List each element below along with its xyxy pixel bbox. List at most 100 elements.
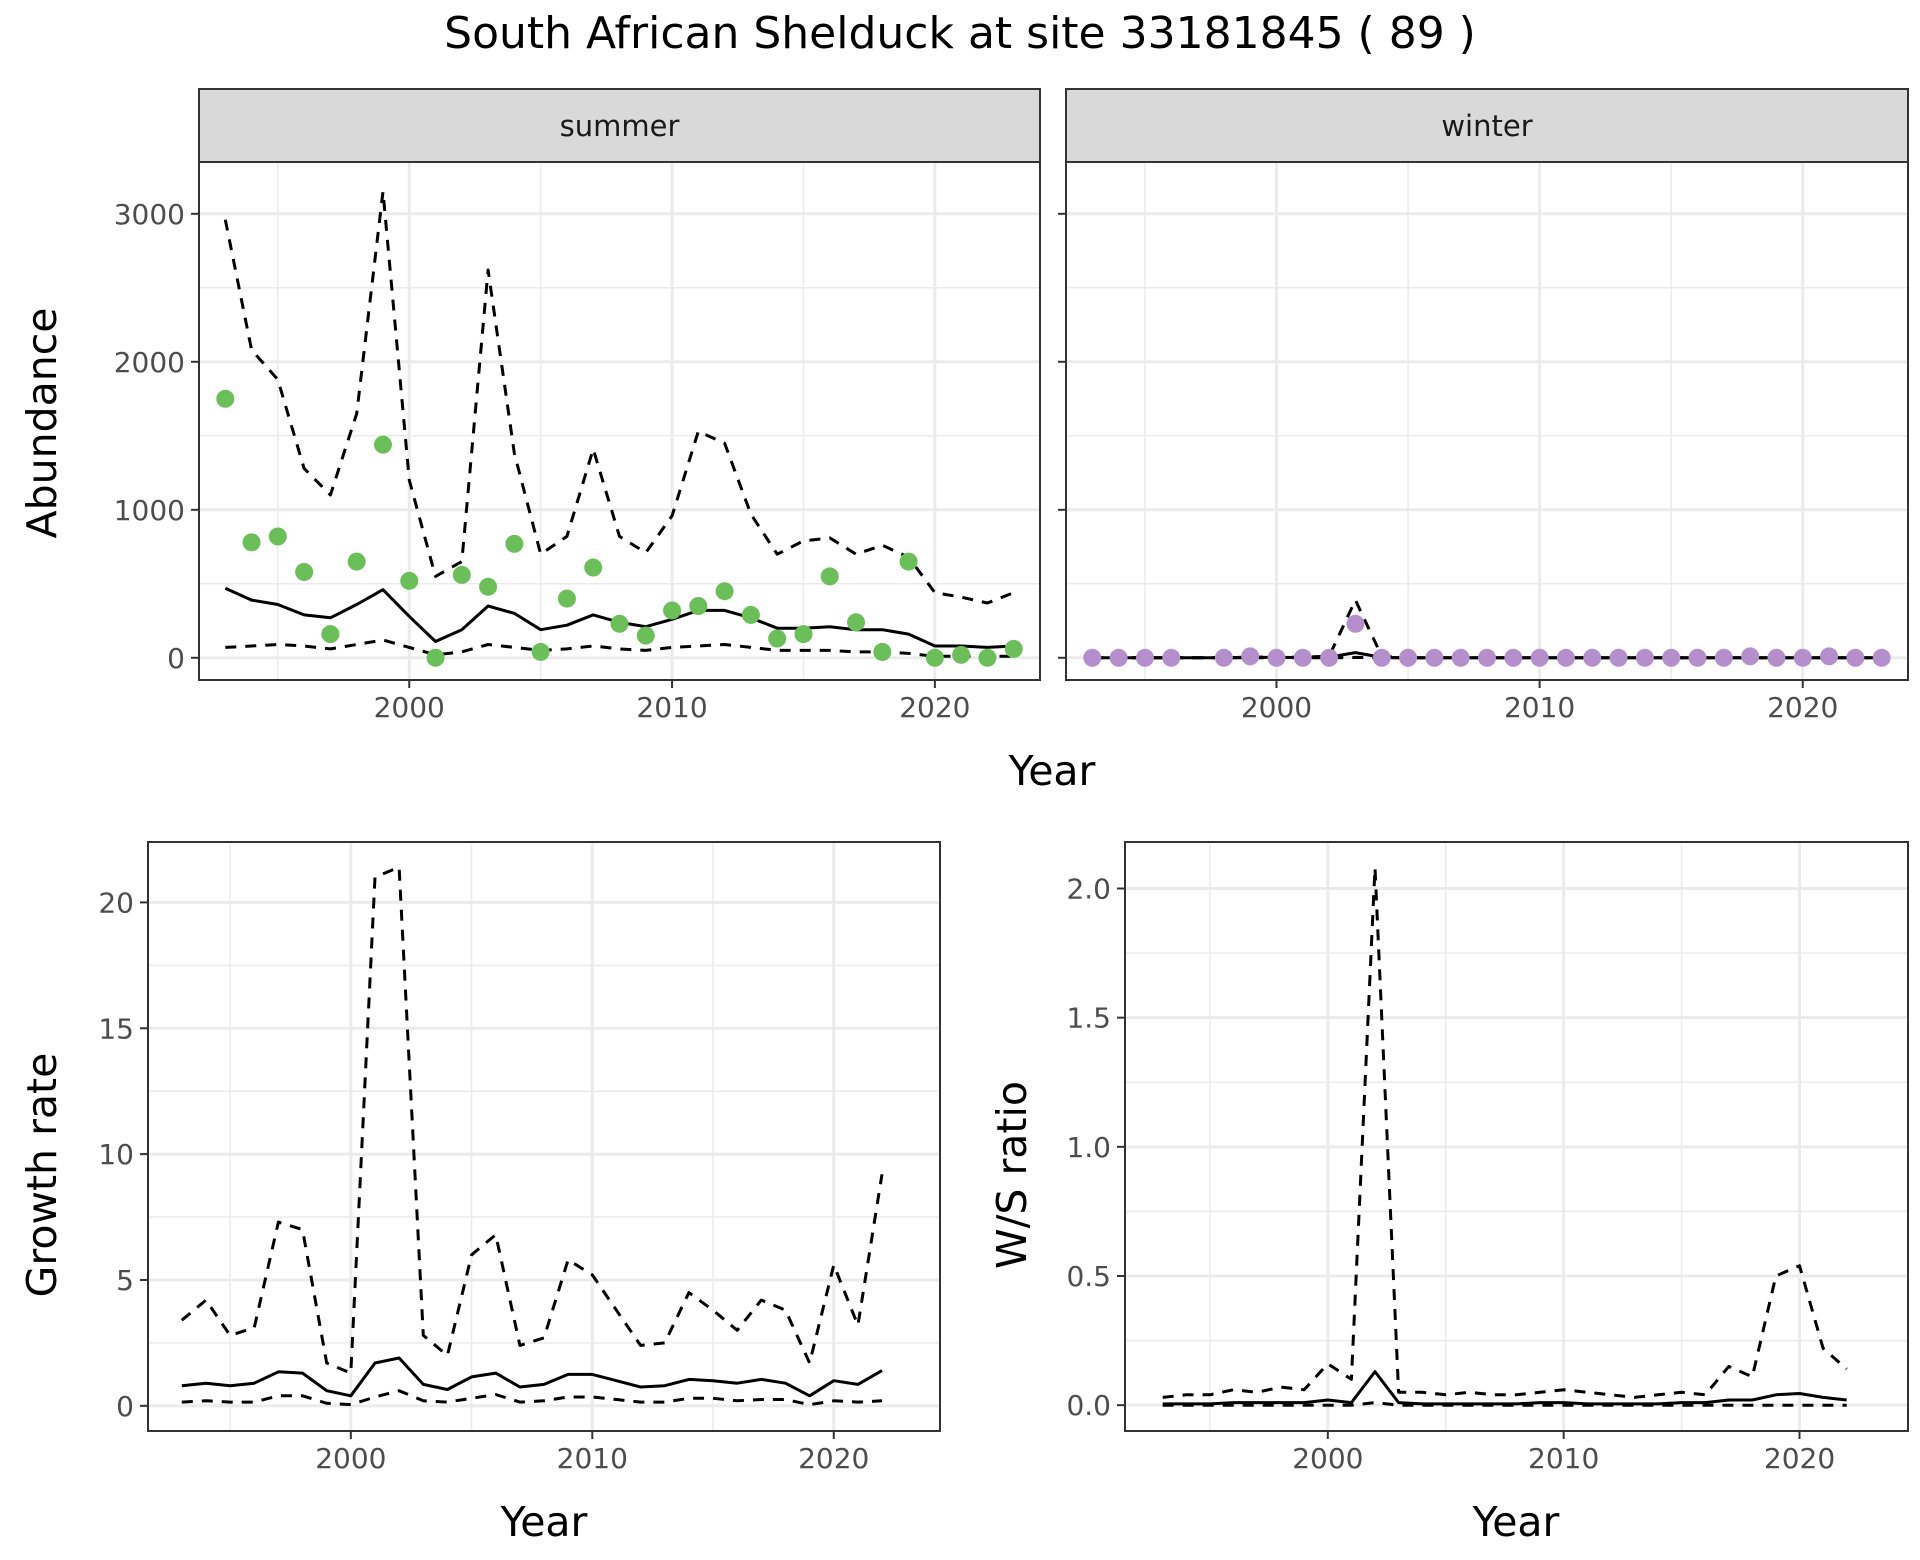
data-point xyxy=(452,565,471,584)
data-point xyxy=(1399,648,1418,667)
axis-title-x-ratio: Year xyxy=(1472,1498,1560,1546)
data-point xyxy=(1741,647,1760,666)
x-tick-label: 2010 xyxy=(1528,1442,1599,1475)
data-point xyxy=(531,642,550,661)
data-point xyxy=(1583,648,1602,667)
data-point xyxy=(1004,639,1023,658)
plot-ratio: 2000 2010 2020 0.0 0.5 1.0 1.5 2.0 xyxy=(1066,841,1909,1475)
data-point xyxy=(899,552,918,571)
axis-title-y-growth: Growth rate xyxy=(18,1053,66,1298)
axis-title-y-ratio: W/S ratio xyxy=(988,1081,1036,1269)
x-tick-label: 2000 xyxy=(1292,1442,1363,1475)
series-line-bound-1 xyxy=(223,190,1015,605)
data-point xyxy=(557,589,576,608)
data-point xyxy=(479,577,498,596)
x-tick-label: 2010 xyxy=(1504,691,1575,724)
data-point xyxy=(1425,648,1444,667)
data-point xyxy=(1662,648,1681,667)
main-title: South African Shelduck at site 33181845 … xyxy=(444,8,1476,59)
axis-title-x-growth: Year xyxy=(500,1498,588,1546)
x-tick-label: 2020 xyxy=(1767,691,1838,724)
data-point xyxy=(1846,648,1865,667)
data-point xyxy=(1530,648,1549,667)
panel-summer: summer 2000 2010 2020 0 1000 2000 3000 xyxy=(114,88,1041,724)
data-point xyxy=(847,613,866,632)
series-line-estimate xyxy=(181,1356,883,1398)
data-point xyxy=(952,645,971,664)
data-point xyxy=(794,625,813,644)
y-tick-label: 10 xyxy=(98,1138,134,1171)
y-tick-label: 0.5 xyxy=(1066,1260,1111,1293)
axis-title-y-abundance: Abundance xyxy=(18,308,66,539)
data-point xyxy=(1451,648,1470,667)
panel-winter: winter 2000 2010 2020 xyxy=(1058,88,1909,724)
data-point xyxy=(426,648,445,667)
data-point xyxy=(873,642,892,661)
data-point xyxy=(268,527,287,546)
data-point xyxy=(1293,648,1312,667)
strip-label-winter: winter xyxy=(1441,109,1532,143)
x-tick-label: 2000 xyxy=(1241,691,1312,724)
y-tick-label: 1.0 xyxy=(1066,1131,1111,1164)
y-tick-label: 15 xyxy=(98,1012,134,1045)
y-tick-label: 1000 xyxy=(114,494,185,527)
data-point xyxy=(1504,648,1523,667)
y-tick-label: 20 xyxy=(98,886,134,919)
data-point xyxy=(1688,648,1707,667)
data-point xyxy=(1267,648,1286,667)
data-point xyxy=(1320,648,1339,667)
plot-winter: 2000 2010 2020 xyxy=(1058,161,1909,724)
data-point xyxy=(610,614,629,633)
y-tick-label: 0 xyxy=(167,642,185,675)
y-tick-label: 2.0 xyxy=(1066,873,1111,906)
strip-label-summer: summer xyxy=(560,109,680,143)
data-point xyxy=(242,533,261,552)
plot-growth: 2000 2010 2020 0 5 10 15 20 xyxy=(98,841,941,1475)
data-point xyxy=(1609,648,1628,667)
y-tick-label: 0.0 xyxy=(1066,1389,1111,1422)
y-tick-label: 5 xyxy=(116,1264,134,1297)
axis-title-x-top: Year xyxy=(1008,747,1096,795)
x-tick-label: 2000 xyxy=(374,691,445,724)
data-point xyxy=(505,534,524,553)
panel-border xyxy=(1124,841,1909,1432)
x-tick-label: 2020 xyxy=(798,1442,869,1475)
data-point xyxy=(321,625,340,644)
y-tick-label: 2000 xyxy=(114,346,185,379)
data-point xyxy=(715,582,734,601)
data-point xyxy=(1793,648,1812,667)
data-point xyxy=(636,626,655,645)
y-tick-label: 0 xyxy=(116,1390,134,1423)
panel-border xyxy=(1065,161,1909,681)
data-point xyxy=(1767,648,1786,667)
data-point xyxy=(741,605,760,624)
strip-winter xyxy=(1065,88,1909,163)
plot-summer: 2000 2010 2020 0 1000 2000 3000 xyxy=(114,161,1041,724)
panel-border xyxy=(147,841,941,1432)
y-tick-label: 3000 xyxy=(114,198,185,231)
data-point xyxy=(1241,647,1260,666)
x-tick-label: 2020 xyxy=(899,691,970,724)
data-point xyxy=(978,648,997,667)
y-tick-label: 1.5 xyxy=(1066,1002,1111,1035)
panel-border xyxy=(198,161,1041,681)
series-line-bound-1 xyxy=(1162,866,1848,1399)
data-point xyxy=(820,567,839,586)
x-tick-label: 2020 xyxy=(1764,1442,1835,1475)
series-line-bound-2 xyxy=(1162,1401,1847,1407)
data-point xyxy=(1635,648,1654,667)
data-point xyxy=(216,389,235,408)
data-point xyxy=(663,601,682,620)
x-tick-label: 2000 xyxy=(315,1442,386,1475)
data-point xyxy=(1162,648,1181,667)
data-point xyxy=(347,552,366,571)
data-point xyxy=(584,558,603,577)
series-line-bound-1 xyxy=(180,865,884,1375)
x-tick-label: 2010 xyxy=(636,691,707,724)
data-point xyxy=(373,435,392,454)
x-tick-label: 2010 xyxy=(557,1442,628,1475)
data-point xyxy=(689,597,708,615)
strip-summer xyxy=(198,88,1041,163)
data-point xyxy=(1872,648,1891,667)
